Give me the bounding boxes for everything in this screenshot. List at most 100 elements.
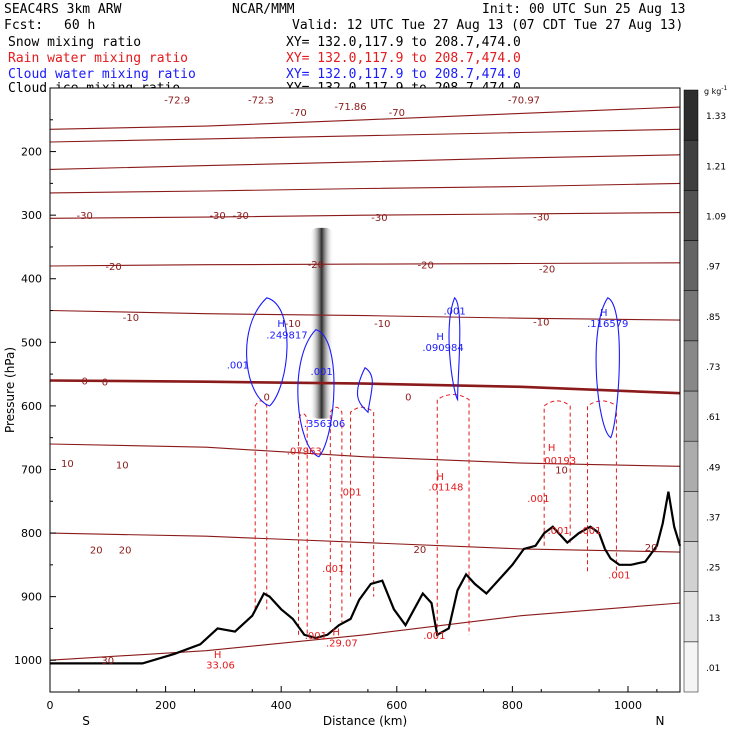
- temperature-label: 0: [81, 376, 87, 387]
- colorbar-label: .13: [706, 614, 720, 624]
- temperature-contour: [49, 182, 681, 194]
- colorbar-label: 1.33: [706, 112, 726, 122]
- x-tick-label: 800: [502, 699, 523, 712]
- colorbar-segment: [683, 290, 699, 342]
- temperature-contour: [49, 309, 681, 321]
- rain-label: .001: [305, 631, 327, 642]
- temperature-label: -10: [285, 319, 301, 330]
- temperature-label: 30: [101, 656, 114, 667]
- temperature-label: -30: [233, 211, 249, 222]
- rain-shaft: [436, 394, 470, 635]
- rain-label: H: [436, 472, 444, 483]
- field-snow-name: Snow mixing ratio: [8, 35, 142, 50]
- y-tick-label: 200: [21, 146, 42, 159]
- cloud-water-label: .116579: [587, 319, 628, 330]
- y-axis-title: Pressure (hPa): [3, 347, 17, 433]
- temperature-label: -10: [374, 319, 390, 330]
- colorbar-segment: [683, 641, 699, 693]
- cloud-water-label: .090984: [422, 343, 463, 354]
- rain-label: .001: [527, 494, 549, 505]
- temperature-label: -70: [290, 108, 306, 119]
- temperature-contour: [49, 532, 681, 553]
- x-axis-title: Distance (km): [323, 714, 407, 728]
- colorbar-label: .49: [706, 463, 721, 473]
- rain-label: .001: [322, 564, 344, 575]
- y-tick-label: 500: [21, 336, 42, 349]
- plot-frame: [49, 87, 681, 693]
- x-tick-label: 600: [386, 699, 407, 712]
- rain-shaft: [350, 406, 375, 597]
- temperature-label: -72.9: [164, 95, 190, 106]
- y-tick-label: 900: [21, 591, 42, 604]
- colorbar-segment: [683, 139, 699, 191]
- cloud-water-contour: [448, 296, 461, 402]
- temperature-contour: [49, 106, 681, 130]
- colorbar-unit-exponent: -1: [721, 85, 727, 92]
- temperature-contour: [49, 379, 681, 395]
- colorbar-unit: g kg-1: [704, 85, 728, 96]
- cloud-water-label: .001: [311, 367, 333, 378]
- temperature-label: 0: [405, 392, 411, 403]
- temperature-label: 0: [102, 378, 108, 389]
- temperature-label: -10: [123, 313, 139, 324]
- valid-time: Valid: 12 UTC Tue 27 Aug 13 (07 CDT Tue …: [292, 18, 684, 33]
- temperature-label: -71.86: [334, 102, 366, 113]
- rain-label: .07963: [287, 446, 322, 457]
- temperature-contour: [49, 602, 681, 661]
- rain-label: .29.07: [326, 638, 358, 649]
- cloud-water-label: H: [277, 319, 285, 330]
- colorbar-segment: [683, 89, 699, 141]
- temperature-contour: [49, 154, 681, 170]
- colorbar-segment: [683, 340, 699, 392]
- cloud-water-label: H: [436, 332, 444, 343]
- colorbar-label: .01: [706, 664, 720, 674]
- temperature-contour: [49, 128, 681, 143]
- colorbar-label: .97: [706, 263, 720, 273]
- colorbar-segment: [683, 390, 699, 442]
- rain-label: .001: [339, 488, 361, 499]
- field-cloudwater-xy: XY= 132.0,117.9 to 208.7,474.0: [286, 67, 521, 82]
- temperature-label: -20: [418, 261, 434, 272]
- x-tick-label: 400: [271, 699, 292, 712]
- temperature-label: -20: [539, 265, 555, 276]
- temperature-contour: [49, 262, 681, 267]
- cloud-water-label: .001: [227, 361, 249, 372]
- y-tick-label: 800: [21, 527, 42, 540]
- x-end-label-south: S: [82, 714, 90, 728]
- x-end-label-north: N: [656, 714, 665, 728]
- temperature-label: 20: [645, 543, 658, 554]
- rain-label: .001: [547, 526, 569, 537]
- cloud-water-label: .001: [443, 307, 465, 318]
- temperature-label: 20: [414, 545, 427, 556]
- cloud-water-contour: [297, 328, 335, 458]
- temperature-label: -30: [77, 211, 93, 222]
- field-rain-xy: XY= 132.0,117.9 to 208.7,474.0: [286, 51, 521, 66]
- colorbar-label: .37: [706, 513, 720, 523]
- temperature-label: -20: [105, 262, 121, 273]
- rain-label: H: [332, 628, 340, 639]
- colorbar-segment: [683, 491, 699, 542]
- colorbar-label: 1.21: [706, 162, 726, 172]
- temperature-label: 20: [90, 546, 103, 557]
- rain-shaft: [254, 400, 268, 610]
- temperature-contour: [49, 443, 681, 467]
- field-rain-name: Rain water mixing ratio: [8, 51, 189, 66]
- cloud-water-contour: [246, 297, 288, 407]
- forecast-hours: 60 h: [64, 18, 96, 33]
- y-tick-label: 300: [21, 209, 42, 222]
- experiment-title: SEAC4RS 3km ARW: [4, 2, 122, 17]
- colorbar-label: .85: [706, 313, 720, 323]
- colorbar-label: .25: [706, 564, 720, 574]
- temperature-label: 10: [61, 459, 74, 470]
- y-tick-label: 600: [21, 400, 42, 413]
- cloud-water-contour: [595, 297, 620, 439]
- temperature-label: -70: [389, 108, 405, 119]
- x-tick-label: 200: [155, 699, 176, 712]
- center-label: NCAR/MMM: [232, 2, 295, 17]
- rain-label: 33.06: [206, 661, 235, 672]
- rain-shaft: [543, 400, 571, 546]
- temperature-label: -30: [371, 213, 387, 224]
- colorbar-label: .61: [706, 413, 720, 423]
- colorbar-label: 1.09: [706, 212, 726, 222]
